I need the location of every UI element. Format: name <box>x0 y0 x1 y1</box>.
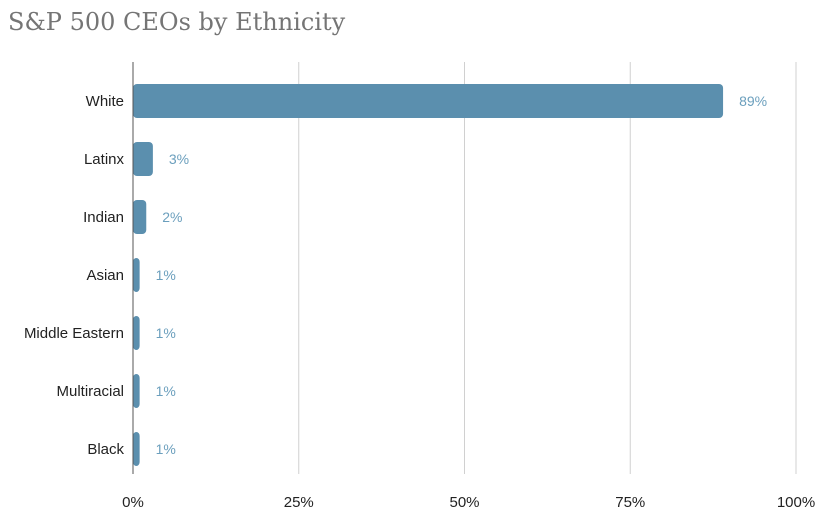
data-label: 1% <box>156 267 176 283</box>
bar <box>133 258 140 292</box>
x-tick-label: 100% <box>777 494 815 511</box>
bar <box>133 142 153 176</box>
category-label: Latinx <box>84 151 125 168</box>
bar <box>133 84 724 118</box>
data-label: 1% <box>156 441 176 457</box>
bar <box>133 432 140 466</box>
category-label: Black <box>87 441 124 458</box>
category-label: Middle Eastern <box>24 325 124 342</box>
data-label: 1% <box>156 325 176 341</box>
data-label: 3% <box>169 151 189 167</box>
x-tick-label: 75% <box>615 494 645 511</box>
bar <box>133 316 140 350</box>
category-label: Asian <box>86 267 124 284</box>
x-tick-label: 50% <box>449 494 479 511</box>
x-tick-label: 25% <box>284 494 314 511</box>
data-label: 89% <box>739 93 767 109</box>
category-label: White <box>86 93 124 110</box>
x-tick-label: 0% <box>122 494 144 511</box>
bar <box>133 200 147 234</box>
category-label: Indian <box>83 209 124 226</box>
data-label: 2% <box>162 209 182 225</box>
data-label: 1% <box>156 383 176 399</box>
bar <box>133 374 140 408</box>
chart-title: S&P 500 CEOs by Ethnicity <box>8 8 346 36</box>
category-label: Multiracial <box>56 383 124 400</box>
